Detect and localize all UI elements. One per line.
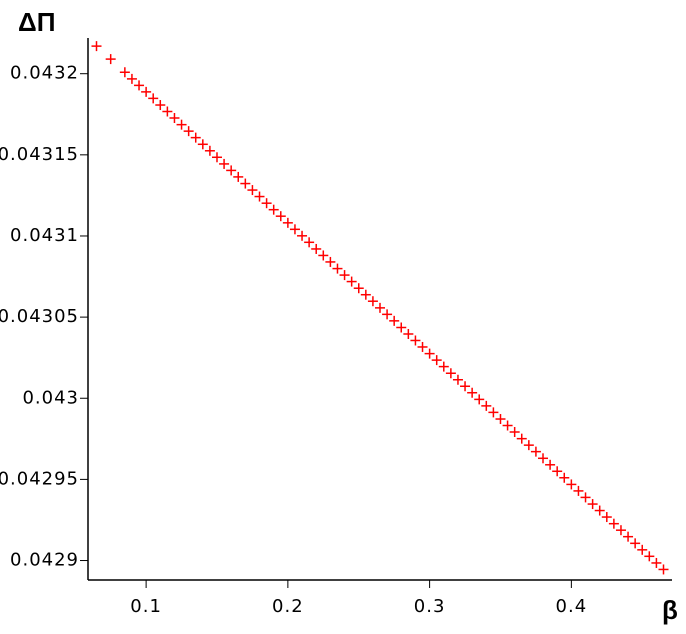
point (353, 283, 364, 294)
y-axis-label: ΔΠ (18, 7, 55, 37)
point (623, 531, 634, 542)
point (438, 361, 449, 372)
point (190, 132, 201, 143)
point (474, 394, 485, 405)
point (332, 263, 343, 274)
point (509, 427, 520, 438)
y-tick-label: 0.0432 (10, 63, 79, 84)
point (211, 152, 222, 163)
point (580, 492, 591, 503)
point (445, 368, 456, 379)
point (566, 479, 577, 490)
point (516, 433, 527, 444)
point (538, 453, 549, 464)
point (169, 113, 180, 124)
point (367, 296, 378, 307)
point (594, 505, 605, 516)
point (495, 414, 506, 425)
y-tick-label: 0.0429 (10, 550, 79, 571)
point (162, 106, 173, 117)
point (460, 381, 471, 392)
point (346, 276, 357, 287)
point (410, 335, 421, 346)
point (424, 348, 435, 359)
x-tick-label: 0.3 (414, 596, 446, 617)
x-tick-label: 0.4 (556, 596, 588, 617)
point (630, 538, 641, 549)
point (488, 407, 499, 418)
y-tick-label: 0.04315 (0, 144, 79, 165)
point (148, 93, 159, 104)
point (275, 211, 286, 222)
point (197, 139, 208, 150)
y-tick-label: 0.043 (22, 387, 79, 408)
point (304, 237, 315, 248)
point (240, 178, 251, 189)
point (233, 171, 244, 182)
point (644, 551, 655, 562)
point (389, 315, 400, 326)
point (396, 322, 407, 333)
y-tick-label: 0.04305 (0, 306, 79, 327)
point (325, 256, 336, 267)
point (417, 341, 428, 352)
point (637, 544, 648, 555)
point (134, 80, 145, 91)
point (651, 557, 662, 568)
point (268, 204, 279, 215)
point (289, 224, 300, 235)
point (176, 119, 187, 130)
point (204, 145, 215, 156)
point (382, 309, 393, 320)
point (545, 459, 556, 470)
point (523, 440, 534, 451)
point (601, 512, 612, 523)
point (339, 270, 350, 281)
point (219, 158, 230, 169)
point (226, 165, 237, 176)
point (552, 466, 563, 477)
point (183, 126, 194, 137)
point (155, 100, 166, 111)
point (105, 54, 116, 65)
point (559, 472, 570, 483)
x-axis-label: β (662, 595, 678, 625)
y-tick-label: 0.04295 (0, 468, 79, 489)
x-tick-label: 0.2 (272, 596, 304, 617)
point (91, 41, 102, 52)
point (467, 387, 478, 398)
point (297, 230, 308, 241)
point (254, 191, 265, 202)
point (360, 289, 371, 300)
point (282, 217, 293, 228)
point (608, 518, 619, 529)
point (615, 525, 626, 536)
point (141, 86, 152, 97)
point (481, 400, 492, 411)
y-tick-label: 0.0431 (10, 225, 79, 246)
point (119, 67, 130, 78)
point (375, 302, 385, 313)
point (403, 328, 414, 339)
point (502, 420, 513, 431)
point (247, 185, 258, 196)
point (573, 485, 584, 496)
point (452, 374, 463, 385)
point (311, 243, 322, 254)
point (261, 198, 272, 209)
x-tick-label: 0.1 (130, 596, 162, 617)
point (587, 499, 598, 510)
point (431, 355, 442, 366)
point (126, 73, 137, 84)
point (658, 564, 669, 575)
point (318, 250, 329, 261)
point (530, 446, 541, 457)
